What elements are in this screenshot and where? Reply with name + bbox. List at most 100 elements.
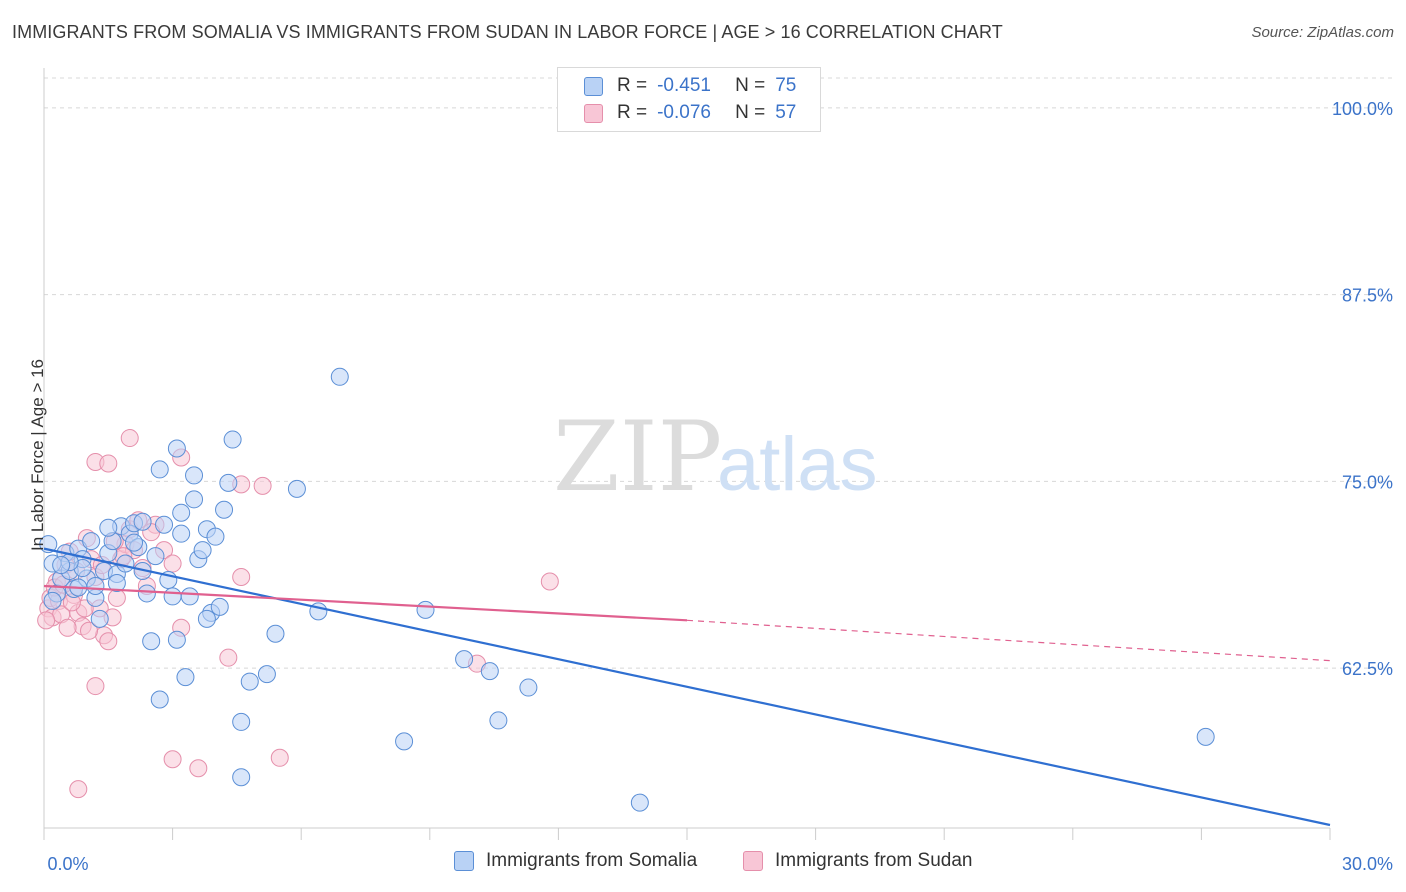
sudan-point [219,648,238,667]
watermark: ZIP atlas [553,401,878,513]
somalia-point [43,591,62,610]
somalia-point [210,597,229,616]
somalia-point [99,518,118,537]
somalia-trend-line [43,547,1331,827]
sudan-point [163,554,182,573]
axes [43,68,1331,840]
legend-r-value: -0.451 [657,75,711,96]
somalia-point [266,624,285,643]
legend-n-value: 75 [775,75,797,96]
somalia-point [142,632,161,651]
somalia-point [180,587,199,606]
somalia-point [223,430,242,449]
somalia-point [116,554,135,573]
legend-r-label: R = [617,75,648,96]
sudan-point [232,568,251,587]
sudan-point [99,454,118,473]
y-axis-label: In Labor Force | Age > 16 [28,359,47,552]
sudan-point [189,759,208,778]
somalia-point [150,690,169,709]
somalia-point [125,533,144,552]
somalia-point [489,711,508,730]
trend-lines [43,547,1331,827]
sudan-point [120,429,139,448]
sudan-point [540,572,559,591]
legend-r-label: R = [617,102,648,123]
somalia-point [416,600,435,619]
somalia-point [257,665,276,684]
legend-item-sudan: Immigrants from Sudan [743,850,972,872]
correlation-legend: R = -0.451 N = 75 R = -0.076 N = 57 [557,67,821,132]
somalia-point [133,512,152,531]
somalia-point [240,672,259,691]
sudan-point [86,677,105,696]
somalia-point [232,768,251,787]
somalia-point [176,668,195,687]
series-legend: Immigrants from Somalia Immigrants from … [0,850,1406,880]
somalia-point [630,793,649,812]
y-tick-label: 62.5% [1342,659,1393,679]
somalia-point [137,584,156,603]
somalia-point [86,576,105,595]
somalia-point [150,460,169,479]
y-tick-label: 75.0% [1342,472,1393,492]
somalia-point [1196,727,1215,746]
somalia-point [219,473,238,492]
sudan-point [69,780,88,799]
somalia-point [395,732,414,751]
legend-label-somalia: Immigrants from Somalia [486,850,698,871]
somalia-point [185,466,204,485]
sudan-trend-line [43,584,688,622]
somalia-point [197,609,216,628]
somalia-point [519,678,538,697]
somalia-point [455,650,474,669]
sudan-trend-extension [686,619,1331,662]
sudan-point [80,621,99,640]
somalia-point [206,527,225,546]
x-tick-label: 0.0% [47,854,88,874]
somalia-point [107,573,126,592]
somalia-point [330,367,349,386]
chart-title: IMMIGRANTS FROM SOMALIA VS IMMIGRANTS FR… [12,22,1003,42]
somalia-point [163,587,182,606]
watermark-atlas: atlas [717,422,878,507]
somalia-point [193,541,212,560]
legend-swatch-pink [584,103,603,123]
somalia-point [185,490,204,509]
legend-item-somalia: Immigrants from Somalia [454,850,697,872]
sudan-point [99,632,118,651]
somalia-point [232,712,251,731]
legend-swatch-pink [743,851,763,871]
sudan-point [163,750,182,769]
legend-swatch-blue [584,76,603,96]
legend-n-label: N = [735,75,766,96]
legend-row-somalia: R = -0.451 N = 75 [584,73,796,99]
legend-swatch-blue [454,851,474,871]
watermark-zip: ZIP [553,401,722,513]
somalia-point [146,547,165,566]
sudan-point [58,618,77,637]
somalia-points [39,367,1215,812]
legend-n-label: N = [735,102,766,123]
legend-r-value: -0.076 [657,102,711,123]
x-tick-label: 30.0% [1342,854,1393,874]
y-tick-label: 87.5% [1342,286,1393,306]
sudan-point [253,476,272,495]
legend-row-sudan: R = -0.076 N = 57 [584,100,796,126]
y-tick-label: 100.0% [1332,99,1393,119]
somalia-point [90,609,109,628]
somalia-point [167,439,186,458]
tick-labels: 62.5% 75.0% 87.5% 100.0% 0.0% 30.0% [47,99,1393,874]
somalia-point [167,630,186,649]
sudan-point [37,611,56,630]
somalia-point [155,515,174,534]
sudan-point [270,748,289,767]
somalia-point [480,662,499,681]
somalia-point [172,503,191,522]
source-label: Source: ZipAtlas.com [1251,24,1394,41]
legend-n-value: 57 [775,102,797,123]
somalia-point [172,524,191,543]
somalia-point [39,535,58,554]
somalia-point [52,556,71,575]
